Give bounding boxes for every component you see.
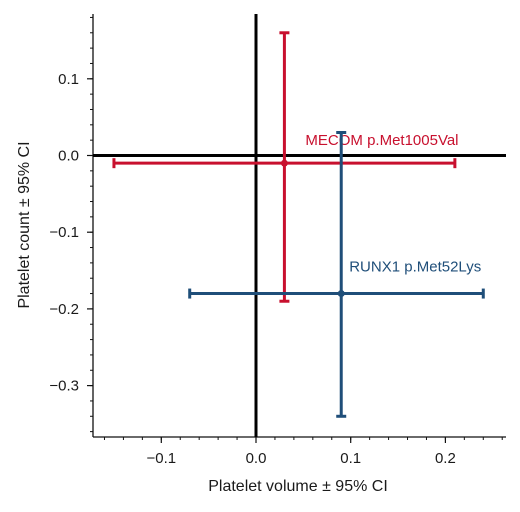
x-axis-title: Platelet volume ± 95% CI	[208, 478, 388, 495]
series-2: RUNX1 p.Met52Lys	[188, 130, 485, 418]
y-axis-title: Platelet count ± 95% CI	[16, 141, 33, 308]
series-1: MECOM p.Met1005Val	[112, 31, 459, 303]
series-label: RUNX1 p.Met52Lys	[349, 259, 481, 276]
data-point	[337, 290, 345, 298]
series-label: MECOM p.Met1005Val	[305, 132, 458, 149]
series-group: MECOM p.Met1005Val RUNX1 p.Met52Lys	[112, 31, 485, 418]
data-point	[280, 159, 288, 167]
x-tick-label: 0.0	[246, 450, 267, 467]
axes	[92, 14, 506, 438]
y-tick-label: 0.0	[58, 148, 79, 165]
x-tick-label: 0.1	[340, 450, 361, 467]
y-tick-label: −0.1	[49, 224, 79, 241]
y-tick-label: −0.2	[49, 301, 79, 318]
y-tick-label: −0.3	[49, 378, 79, 395]
minor-ticks	[90, 16, 503, 440]
y-tick-label: 0.1	[58, 71, 79, 88]
reference-lines	[93, 14, 506, 437]
major-ticks: −0.1 0.0 0.1 0.2 0.1 0.0 −0.1 −0.2 −0.3	[49, 71, 455, 467]
x-tick-label: 0.2	[435, 450, 456, 467]
x-tick-label: −0.1	[146, 450, 176, 467]
